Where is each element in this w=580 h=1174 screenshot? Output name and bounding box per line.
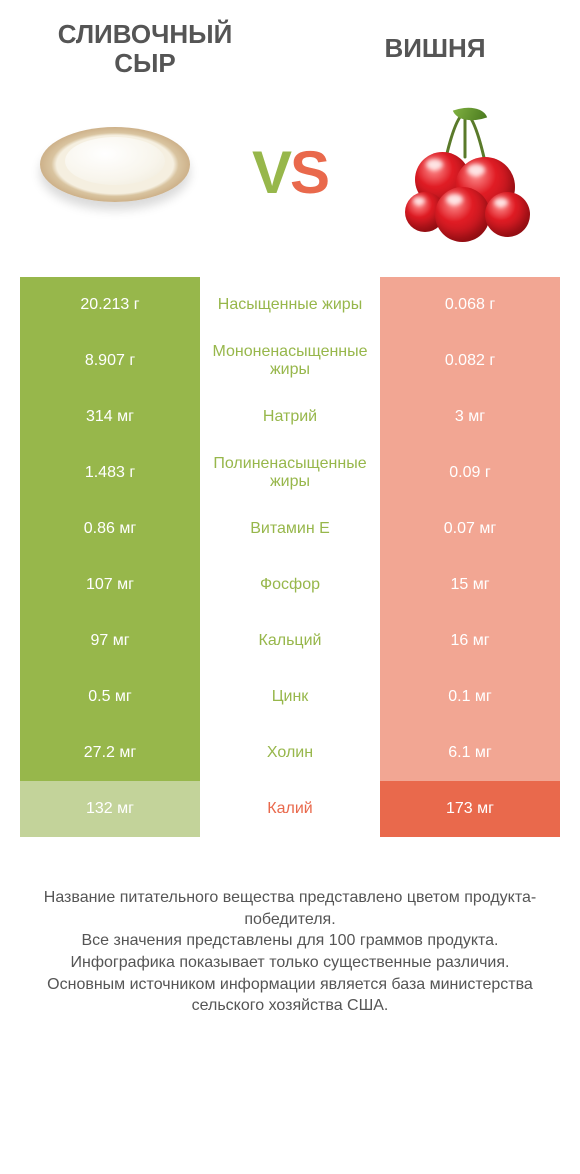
nutrient-label: Натрий — [200, 389, 380, 445]
table-row: 20.213 гНасыщенные жиры0.068 г — [20, 277, 560, 333]
footer-line-3: Инфографика показывает только существенн… — [30, 952, 550, 974]
left-value: 1.483 г — [20, 445, 200, 501]
right-value: 0.07 мг — [380, 501, 560, 557]
left-value: 0.5 мг — [20, 669, 200, 725]
nutrient-label: Насыщенные жиры — [200, 277, 380, 333]
table-row: 107 мгФосфор15 мг — [20, 557, 560, 613]
nutrient-label: Калий — [200, 781, 380, 837]
header-spacer — [250, 20, 330, 77]
cherries-icon — [390, 97, 540, 247]
left-title-line2: СЫР — [114, 48, 176, 78]
table-row: 314 мгНатрий3 мг — [20, 389, 560, 445]
footer-notes: Название питательного вещества представл… — [0, 837, 580, 1017]
right-value: 3 мг — [380, 389, 560, 445]
vs-s: S — [290, 139, 328, 206]
right-value: 6.1 мг — [380, 725, 560, 781]
nutrient-label: Фосфор — [200, 557, 380, 613]
left-product-title: СЛИВОЧНЫЙ СЫР — [40, 20, 250, 77]
left-value: 97 мг — [20, 613, 200, 669]
nutrient-label: Холин — [200, 725, 380, 781]
table-row: 27.2 мгХолин6.1 мг — [20, 725, 560, 781]
table-row: 97 мгКальций16 мг — [20, 613, 560, 669]
left-value: 314 мг — [20, 389, 200, 445]
right-product-image — [380, 97, 550, 247]
table-row: 132 мгКалий173 мг — [20, 781, 560, 837]
nutrient-label: Полиненасыщенные жиры — [200, 445, 380, 501]
nutrient-label: Кальций — [200, 613, 380, 669]
comparison-table: 20.213 гНасыщенные жиры0.068 г8.907 гМон… — [20, 277, 560, 837]
vs-label: VS — [252, 138, 328, 207]
cream-cheese-icon — [40, 127, 190, 217]
footer-line-1: Название питательного вещества представл… — [30, 887, 550, 930]
right-value: 15 мг — [380, 557, 560, 613]
nutrient-label: Цинк — [200, 669, 380, 725]
left-value: 20.213 г — [20, 277, 200, 333]
footer-line-2: Все значения представлены для 100 граммо… — [30, 930, 550, 952]
table-row: 0.5 мгЦинк0.1 мг — [20, 669, 560, 725]
right-value: 0.082 г — [380, 333, 560, 389]
right-value: 16 мг — [380, 613, 560, 669]
left-value: 0.86 мг — [20, 501, 200, 557]
left-value: 107 мг — [20, 557, 200, 613]
footer-line-4: Основным источником информации является … — [30, 974, 550, 1017]
left-value: 8.907 г — [20, 333, 200, 389]
left-value: 132 мг — [20, 781, 200, 837]
table-row: 8.907 гМононенасыщенные жиры0.082 г — [20, 333, 560, 389]
right-value: 173 мг — [380, 781, 560, 837]
right-value: 0.1 мг — [380, 669, 560, 725]
table-row: 1.483 гПолиненасыщенные жиры0.09 г — [20, 445, 560, 501]
left-title-line1: СЛИВОЧНЫЙ — [58, 19, 233, 49]
vs-v: V — [252, 139, 290, 206]
right-value: 0.09 г — [380, 445, 560, 501]
nutrient-label: Мононенасыщенные жиры — [200, 333, 380, 389]
vs-row: VS — [0, 87, 580, 277]
table-row: 0.86 мгВитамин E0.07 мг — [20, 501, 560, 557]
left-product-image — [30, 97, 200, 247]
nutrient-label: Витамин E — [200, 501, 380, 557]
left-value: 27.2 мг — [20, 725, 200, 781]
right-value: 0.068 г — [380, 277, 560, 333]
right-product-title: ВИШНЯ — [330, 20, 540, 77]
header: СЛИВОЧНЫЙ СЫР ВИШНЯ — [0, 0, 580, 87]
